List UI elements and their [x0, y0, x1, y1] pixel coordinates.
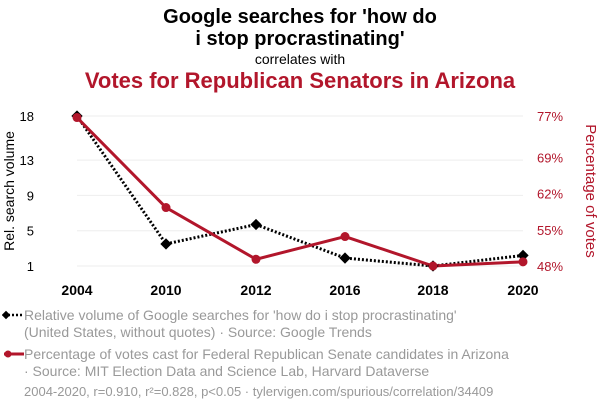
legend-text-searches-1: Relative volume of Google searches for '…: [24, 307, 457, 323]
left-tick-label: 5: [27, 224, 34, 239]
left-tick-label: 13: [20, 153, 34, 168]
legend-text-searches-2: (United States, without quotes) · Source…: [24, 324, 372, 340]
right-tick-label: 62%: [537, 187, 563, 202]
left-tick-label: 1: [27, 259, 34, 274]
footer-stats: 2004-2020, r=0.910, r²=0.828, p<0.05 · t…: [24, 384, 494, 399]
chart-title: Google searches for 'how do i stop procr…: [0, 6, 600, 50]
left-tick-label: 18: [20, 109, 34, 124]
gridlines: [77, 115, 523, 267]
legend-text-votes-2: · Source: MIT Election Data and Science …: [24, 363, 430, 379]
data-point-votes: [251, 254, 261, 264]
data-point-searches: [339, 252, 351, 264]
right-tick-label: 77%: [537, 109, 563, 124]
data-point-votes: [161, 203, 171, 213]
right-tick-label: 55%: [537, 223, 563, 238]
left-tick-label: 9: [27, 188, 34, 203]
data-point-votes: [518, 257, 528, 267]
data-point-searches: [160, 238, 172, 250]
series-lines: [75, 115, 524, 268]
title-line-2: i stop procrastinating': [195, 28, 405, 50]
x-tick-label: 2012: [240, 282, 271, 298]
right-tick-label: 69%: [537, 150, 563, 165]
legend-item-searches: Relative volume of Google searches for '…: [2, 307, 584, 341]
title-line-1: Google searches for 'how do: [163, 6, 437, 28]
series-line-votes: [75, 116, 524, 268]
x-tick-label: 2018: [417, 282, 448, 298]
data-point-votes: [428, 261, 438, 271]
axis-ticks: 18 13 9 5 1 77% 69% 62% 55% 48% 2004 2010 2012 2016 20…: [20, 109, 564, 298]
right-axis-label: Percentage of votes: [582, 124, 599, 257]
legend-text-votes-1: Percentage of votes cast for Federal Rep…: [24, 346, 509, 362]
data-point-searches: [517, 249, 529, 262]
right-tick-label: 48%: [537, 259, 563, 274]
chart-subtitle: correlates with: [254, 51, 346, 67]
x-tick-label: 2020: [507, 282, 538, 298]
data-point-votes: [72, 113, 82, 123]
legend-item-votes: Percentage of votes cast for Federal Rep…: [4, 346, 584, 380]
legend-swatch-votes: [4, 350, 24, 358]
left-axis-label: Rel. search volume: [1, 131, 17, 251]
data-point-votes: [340, 232, 350, 242]
series-line-searches: [75, 115, 524, 268]
x-tick-label: 2004: [61, 282, 92, 298]
data-point-searches: [250, 218, 262, 231]
chart-title-secondary: Votes for Republican Senators in Arizona: [84, 68, 516, 93]
legend-swatch-searches: [2, 310, 24, 320]
x-tick-label: 2016: [329, 282, 360, 298]
x-tick-label: 2010: [150, 282, 181, 298]
